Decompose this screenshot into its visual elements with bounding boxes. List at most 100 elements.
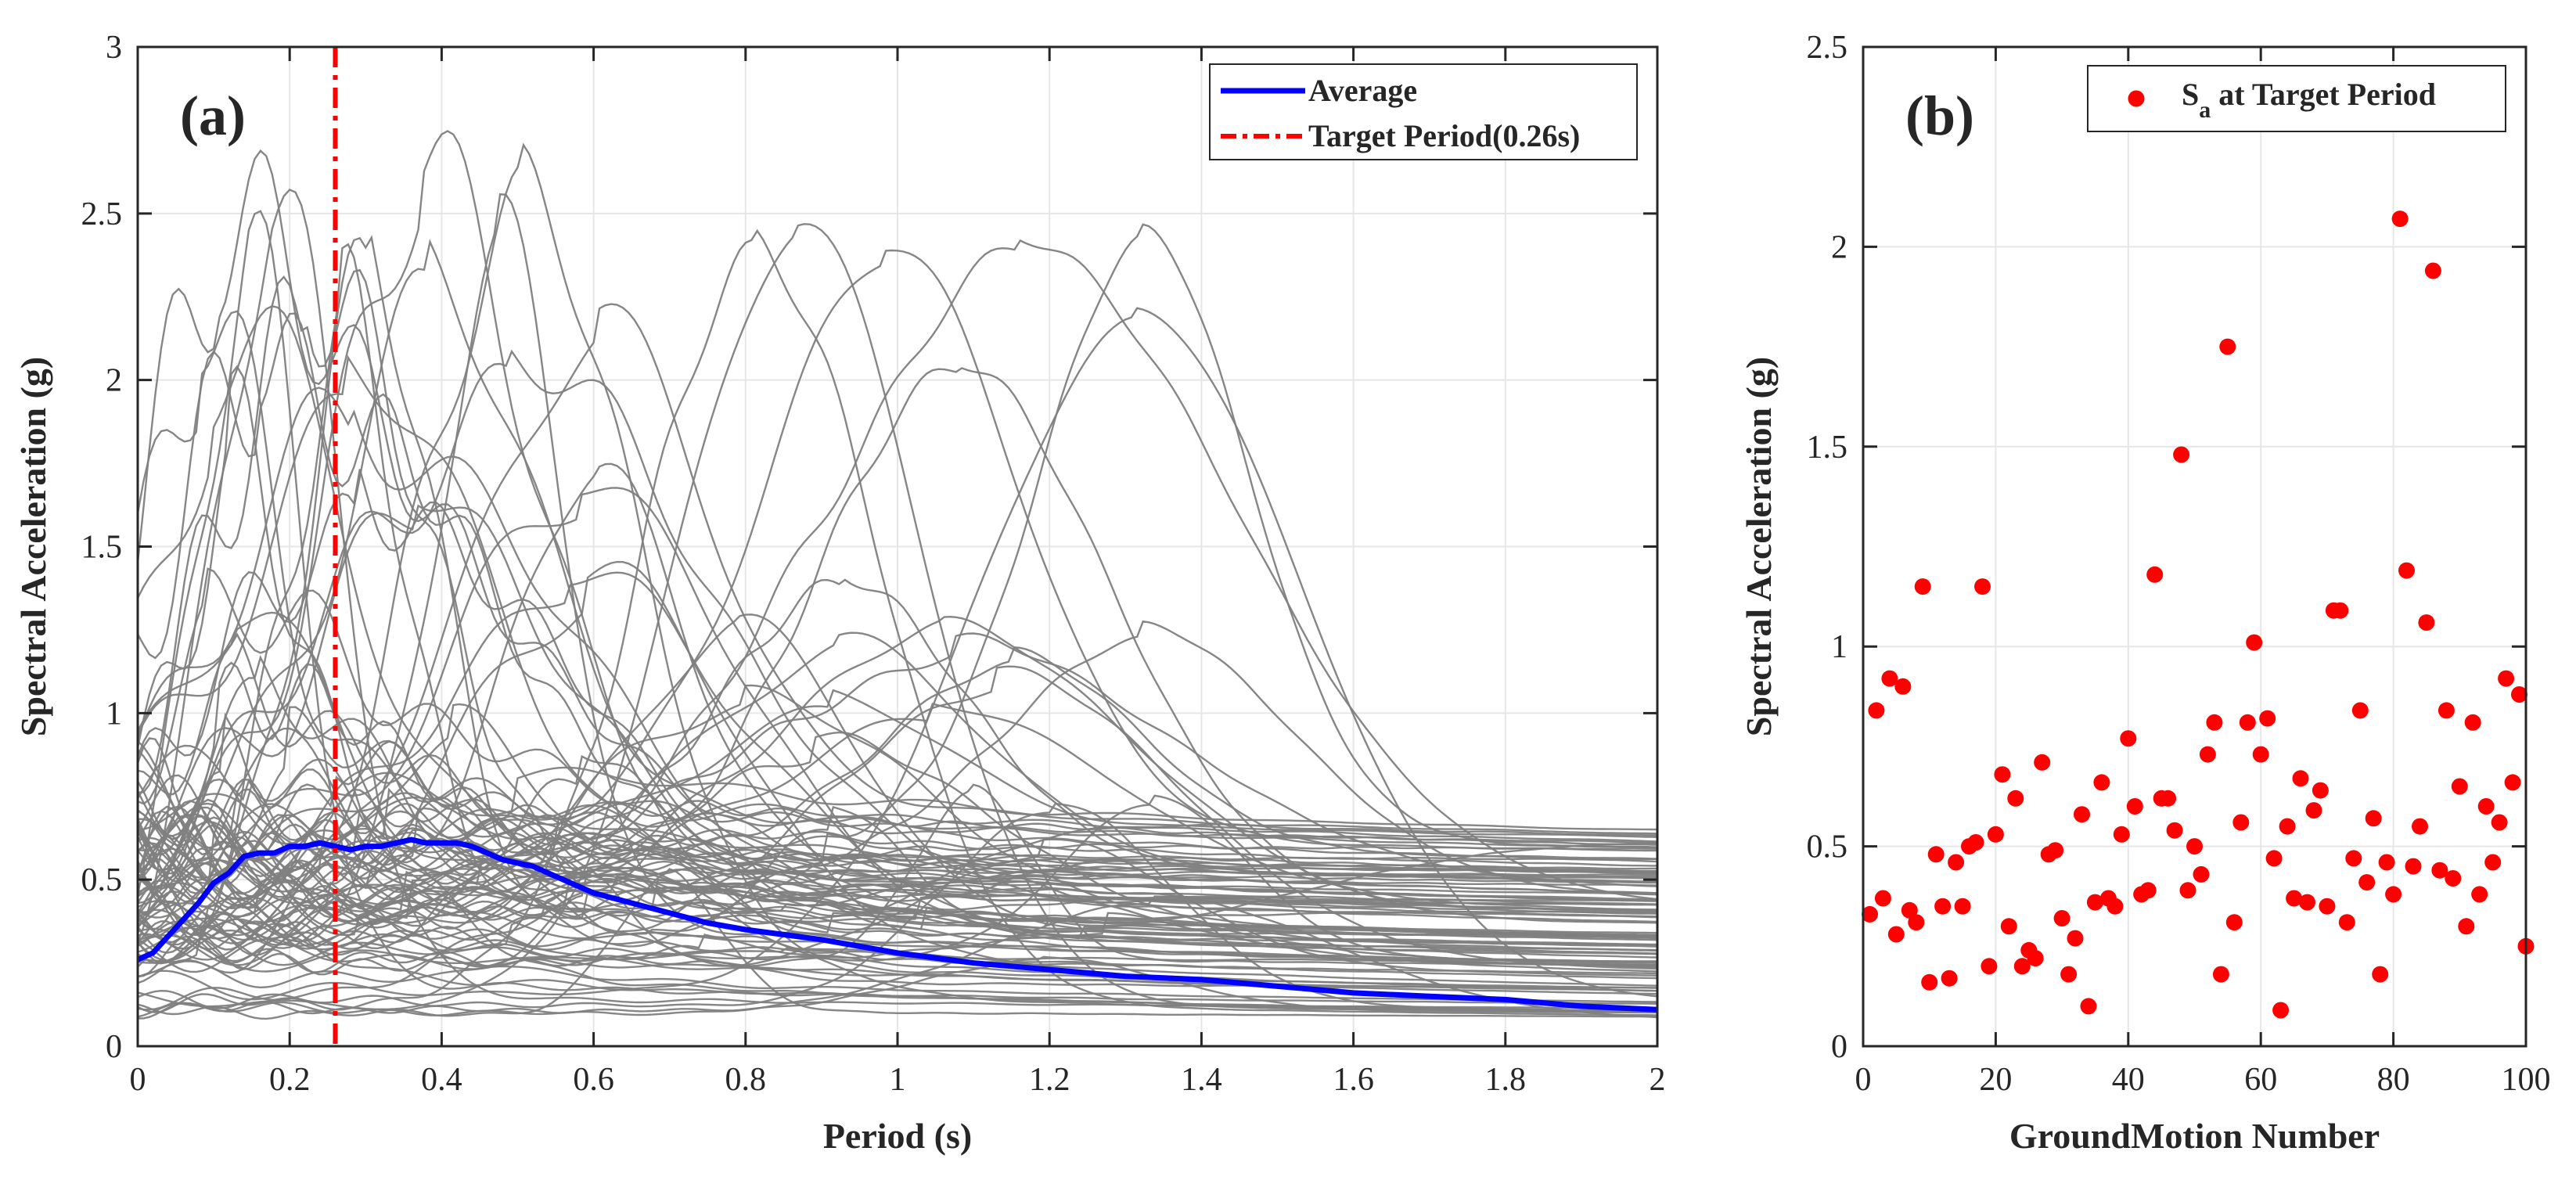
- record-spectrum-line: [138, 740, 1657, 902]
- scatter-point: [1874, 890, 1891, 907]
- scatter-point: [2139, 882, 2157, 899]
- scatter-point: [1887, 926, 1905, 943]
- panel-b-plot-area: [1863, 47, 2526, 1046]
- scatter-point: [2365, 810, 2382, 827]
- record-spectrum-line: [138, 869, 1657, 928]
- scatter-point: [2338, 914, 2355, 931]
- record-spectrum-line: [138, 818, 1657, 898]
- scatter-point: [2299, 894, 2315, 911]
- scatter-point: [2378, 854, 2395, 871]
- record-spectrum-line: [138, 268, 1657, 937]
- scatter-point: [1981, 958, 1998, 975]
- scatter-point: [1967, 834, 1984, 851]
- record-spectrum-line: [138, 613, 1657, 947]
- scatter-point: [2484, 854, 2502, 871]
- scatter-point: [2252, 746, 2269, 763]
- panel-b-ytick-label: 1.5: [1807, 430, 1848, 466]
- scatter-point: [2080, 998, 2097, 1015]
- average-spectrum-line: [136, 836, 1658, 1013]
- panel-a-ytick-label: 1: [106, 696, 122, 732]
- scatter-point: [2445, 870, 2462, 887]
- record-spectrum-line: [138, 758, 1657, 1013]
- scatter-point: [2013, 958, 2031, 975]
- scatter-point: [2086, 894, 2103, 911]
- panel-a-xtick-label: 1: [890, 1062, 906, 1098]
- record-spectrum-line: [138, 805, 1657, 923]
- scatter-point: [2166, 822, 2183, 839]
- scatter-point: [1987, 826, 2004, 843]
- scatter-point: [2093, 774, 2110, 791]
- scatter-point: [2279, 818, 2296, 835]
- scatter-point: [2431, 862, 2448, 879]
- legend-point-swatch: [2128, 90, 2145, 107]
- scatter-point: [2047, 842, 2064, 859]
- record-spectrum-line: [138, 631, 1657, 900]
- record-spectrum-line: [138, 223, 1657, 1013]
- panel-b-xtick-label: 100: [2502, 1062, 2551, 1098]
- scatter-point: [2504, 774, 2521, 791]
- scatter-point: [2437, 702, 2455, 719]
- record-spectrum-line: [138, 829, 1657, 989]
- scatter-point: [2126, 798, 2143, 815]
- scatter-point: [2471, 886, 2488, 903]
- panel-a-frame: 0 0.2 0.4 0.6 0.8 1 1.2 1.4 1.6 1.8 2 0 0.5 1 1.5 2 2.5 3…: [13, 30, 1666, 1156]
- scatter-point: [2398, 562, 2415, 579]
- scatter-point: [2146, 566, 2164, 583]
- panel-b-ytick-label: 0: [1831, 1029, 1847, 1065]
- scatter-point: [2060, 966, 2078, 983]
- panel-a-ytick-label: 0: [106, 1029, 122, 1065]
- record-spectrum-line: [138, 869, 1657, 995]
- panel-a-xtick-label: 1.8: [1485, 1062, 1527, 1098]
- panel-a-xtick-label: 1.2: [1029, 1062, 1070, 1098]
- record-spectrum-line: [138, 387, 1657, 946]
- panel-a-xaxis-label: Period (s): [823, 1116, 972, 1156]
- scatter-point: [1994, 766, 2011, 783]
- panel-a-ytick-label: 2: [106, 363, 122, 399]
- scatter-point: [2458, 918, 2475, 935]
- panel-a-ytick-label: 0.5: [81, 862, 123, 898]
- record-spectrum-line: [138, 712, 1657, 894]
- panel-b-panel-label: (b): [1905, 85, 1974, 147]
- scatter-point: [2265, 850, 2283, 867]
- scatter-point: [1921, 973, 1938, 991]
- scatter-point: [2193, 865, 2210, 883]
- scatter-point: [2106, 898, 2124, 915]
- scatter-point: [2332, 602, 2349, 619]
- panel-a-xtick-label: 2: [1650, 1062, 1666, 1098]
- record-spectrum-line: [138, 307, 1657, 1001]
- record-spectrum-line: [138, 868, 1657, 992]
- scatter-point: [2212, 966, 2229, 983]
- panel-b-xaxis-label: GroundMotion Number: [2009, 1116, 2380, 1156]
- record-spectrum-line: [138, 249, 1657, 872]
- scatter-point: [2232, 814, 2250, 831]
- panel-b-frame: 0 20 40 60 80 100 0 0.5 1 1.5 2 2.5 GroundMotion Num…: [1739, 30, 2551, 1156]
- panel-a-yaxis-label: Spectral Acceleration (g): [13, 357, 53, 736]
- scatter-point: [2498, 670, 2515, 687]
- record-spectrum-line: [138, 898, 1657, 1003]
- scatter-point: [1908, 914, 1925, 931]
- scatter-point: [1862, 905, 1878, 923]
- panel-a-ytick-label: 2.5: [81, 196, 123, 232]
- record-spectrum-line: [138, 807, 1657, 919]
- scatter-point: [1894, 678, 1912, 695]
- scatter-point: [1941, 970, 1958, 987]
- scatter-point: [2345, 850, 2362, 867]
- panel-a-records: [138, 130, 1657, 1020]
- panel-a-panel-label: (a): [180, 85, 246, 147]
- scatter-point: [2312, 782, 2329, 799]
- scatter-point: [2491, 814, 2508, 831]
- record-spectrum-line: [138, 838, 1657, 977]
- record-spectrum-line: [138, 130, 1657, 923]
- scatter-point: [2120, 730, 2137, 747]
- panel-b-xtick-label: 20: [1979, 1062, 2012, 1098]
- record-spectrum-line: [138, 778, 1657, 912]
- scatter-point: [2412, 818, 2428, 835]
- scatter-point: [2186, 838, 2203, 855]
- scatter-point: [2007, 790, 2024, 807]
- scatter-point: [2351, 702, 2369, 719]
- legend-box: [2087, 65, 2506, 132]
- record-spectrum-line: [138, 689, 1657, 851]
- scatter-point: [2319, 898, 2336, 915]
- record-spectrum-line: [138, 560, 1657, 987]
